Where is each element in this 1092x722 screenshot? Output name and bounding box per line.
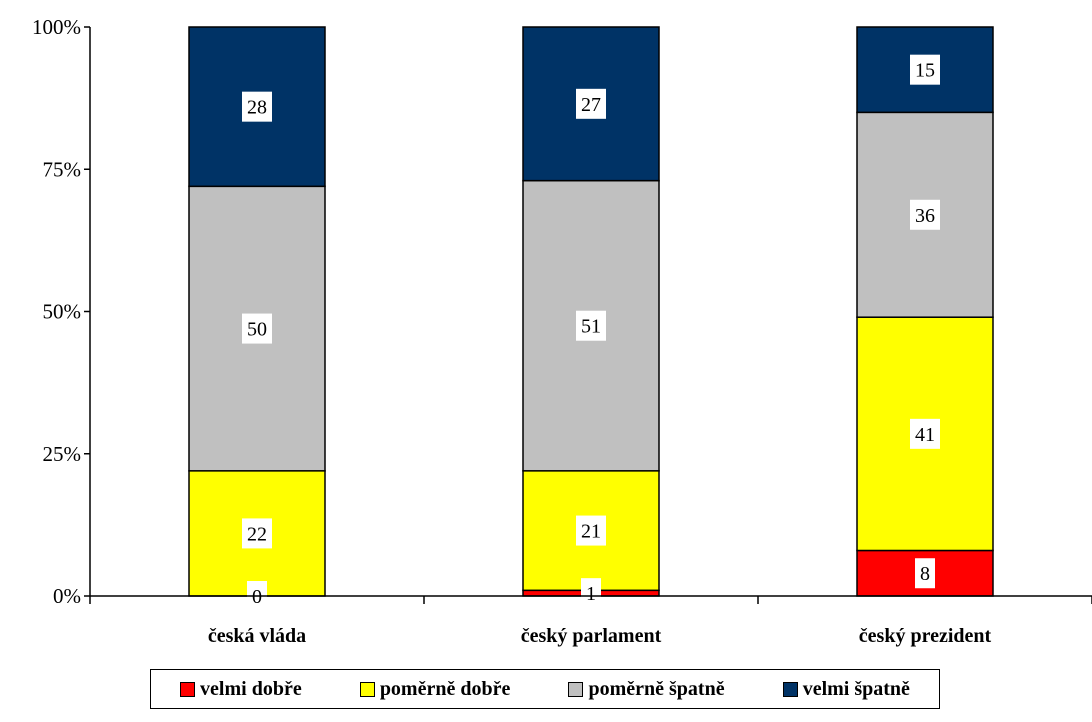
legend-swatch <box>180 681 196 697</box>
data-label-background <box>576 515 606 546</box>
data-label: 22 <box>247 523 267 545</box>
data-label: 41 <box>915 424 935 446</box>
legend-swatch <box>568 681 584 697</box>
data-label-background <box>910 54 940 85</box>
data-label: 0 <box>252 586 262 608</box>
legend-label: poměrně špatně <box>588 677 725 700</box>
y-tick-label: 75% <box>43 157 82 181</box>
data-label-background <box>910 418 940 449</box>
data-label-background <box>576 88 606 119</box>
data-label-background <box>242 313 272 344</box>
legend-item: velmi špatně <box>782 677 910 701</box>
y-tick-label: 25% <box>43 442 82 466</box>
legend: velmi dobře poměrně dobře poměrně špatně ve… <box>150 669 940 709</box>
data-label: 1 <box>586 583 596 605</box>
x-tick-label: český parlament <box>521 625 662 647</box>
data-label: 8 <box>920 563 930 585</box>
legend-swatch <box>359 681 375 697</box>
x-tick-label: česká vláda <box>208 625 306 647</box>
data-label-background <box>242 518 272 549</box>
data-label: 28 <box>247 97 267 119</box>
data-label: 50 <box>247 319 267 341</box>
legend-item: velmi dobře <box>180 678 302 701</box>
data-label-background <box>242 91 272 122</box>
data-label-background <box>910 199 940 230</box>
data-label: 27 <box>581 94 601 116</box>
x-tick-label: český prezident <box>859 625 992 647</box>
y-tick-label: 0% <box>53 584 81 608</box>
data-label: 15 <box>915 60 935 82</box>
data-label-background <box>581 578 601 609</box>
data-label-background <box>576 310 606 341</box>
legend-item: poměrně dobře <box>359 677 511 701</box>
y-tick-label: 50% <box>43 300 82 324</box>
data-label-background <box>915 558 935 589</box>
data-labels-group: 0 22 50 28 1 21 51 27 8 41 36 15 <box>242 54 940 611</box>
data-label: 51 <box>581 316 601 338</box>
data-label: 21 <box>581 521 601 543</box>
data-label: 36 <box>915 205 935 227</box>
legend-item: poměrně špatně <box>568 677 725 701</box>
legend-label: poměrně dobře <box>379 677 511 700</box>
legend-label: velmi špatně <box>802 677 910 700</box>
y-tick-label: 100% <box>32 15 81 39</box>
legend-swatch <box>782 681 798 697</box>
axes-group: česká vláda český parlament český preziden… <box>32 15 1092 647</box>
legend-label: velmi dobře <box>200 677 302 700</box>
